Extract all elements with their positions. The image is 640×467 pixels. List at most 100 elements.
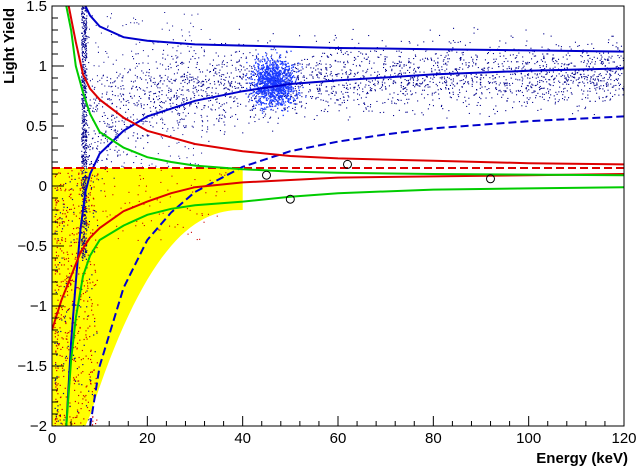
event-point (483, 77, 485, 79)
event-point (492, 75, 494, 77)
event-point (84, 168, 86, 170)
event-point (354, 82, 356, 84)
event-point (86, 211, 88, 213)
event-point (259, 86, 261, 88)
event-point (85, 140, 87, 142)
event-point (230, 107, 232, 109)
event-point (71, 178, 73, 180)
event-point (171, 111, 173, 113)
event-point (364, 86, 366, 88)
event-point (262, 82, 264, 84)
event-point (255, 100, 257, 102)
event-point (167, 97, 169, 99)
event-point (86, 38, 88, 40)
event-point (252, 84, 254, 86)
event-point (95, 24, 97, 26)
event-point (276, 59, 279, 61)
event-point (86, 222, 88, 224)
event-point (82, 172, 84, 174)
event-point (58, 376, 60, 378)
event-point (268, 93, 270, 95)
event-point (169, 155, 171, 157)
event-point (97, 161, 99, 163)
event-point (512, 73, 514, 75)
event-point (123, 88, 125, 90)
event-point (555, 60, 557, 62)
event-point (106, 93, 108, 95)
event-point (136, 133, 138, 135)
event-point (84, 203, 86, 205)
event-point (83, 56, 85, 58)
event-point (581, 76, 583, 78)
event-point (443, 59, 445, 61)
event-point (264, 90, 266, 92)
event-point (166, 85, 168, 87)
event-point (83, 34, 85, 35)
event-point (605, 59, 607, 61)
event-point (186, 83, 188, 85)
event-point (269, 100, 271, 102)
event-point (330, 72, 332, 74)
event-point (376, 100, 378, 102)
event-point (95, 97, 97, 99)
event-point (290, 94, 292, 96)
event-point (278, 73, 280, 75)
event-point (98, 103, 100, 105)
event-point (105, 166, 107, 168)
event-point (101, 83, 103, 85)
event-point (260, 103, 262, 105)
event-point (153, 93, 155, 94)
event-point (161, 94, 163, 96)
event-point (272, 74, 274, 76)
event-point (280, 70, 282, 72)
event-point (504, 91, 506, 93)
event-point (343, 62, 345, 64)
event-point (271, 77, 274, 79)
event-point (270, 48, 272, 51)
event-point (142, 62, 144, 64)
event-point (206, 88, 208, 90)
event-point (213, 69, 215, 71)
event-point (193, 93, 195, 95)
event-point (197, 13, 199, 15)
event-point (82, 126, 84, 128)
event-point (106, 52, 108, 54)
event-point (161, 90, 163, 92)
event-point (374, 90, 376, 92)
event-point (276, 103, 278, 105)
event-point (519, 79, 521, 81)
event-point (108, 85, 110, 87)
event-point (399, 70, 401, 72)
event-point (112, 63, 114, 65)
event-point (83, 136, 85, 138)
event-point (565, 77, 567, 79)
event-point (326, 90, 328, 92)
event-point (143, 113, 145, 115)
event-point (504, 83, 506, 85)
event-point (84, 228, 86, 230)
event-point (567, 74, 569, 76)
event-point (175, 98, 177, 100)
event-point (382, 85, 384, 87)
event-point (85, 225, 87, 227)
event-point (54, 230, 56, 232)
event-point (404, 94, 406, 96)
event-point (90, 263, 92, 266)
event-point (177, 69, 179, 71)
event-point (155, 107, 157, 109)
event-point (308, 91, 310, 93)
event-point (358, 51, 360, 53)
event-point (93, 88, 95, 90)
event-point (297, 85, 299, 87)
event-point (201, 95, 203, 97)
event-point (401, 81, 403, 83)
event-point (107, 117, 109, 119)
event-point (358, 84, 360, 86)
event-point (172, 127, 174, 129)
event-point (230, 82, 232, 84)
event-point (301, 105, 303, 107)
event-point (581, 52, 583, 54)
event-point (154, 81, 156, 83)
event-point (272, 93, 274, 95)
event-point (66, 357, 68, 359)
